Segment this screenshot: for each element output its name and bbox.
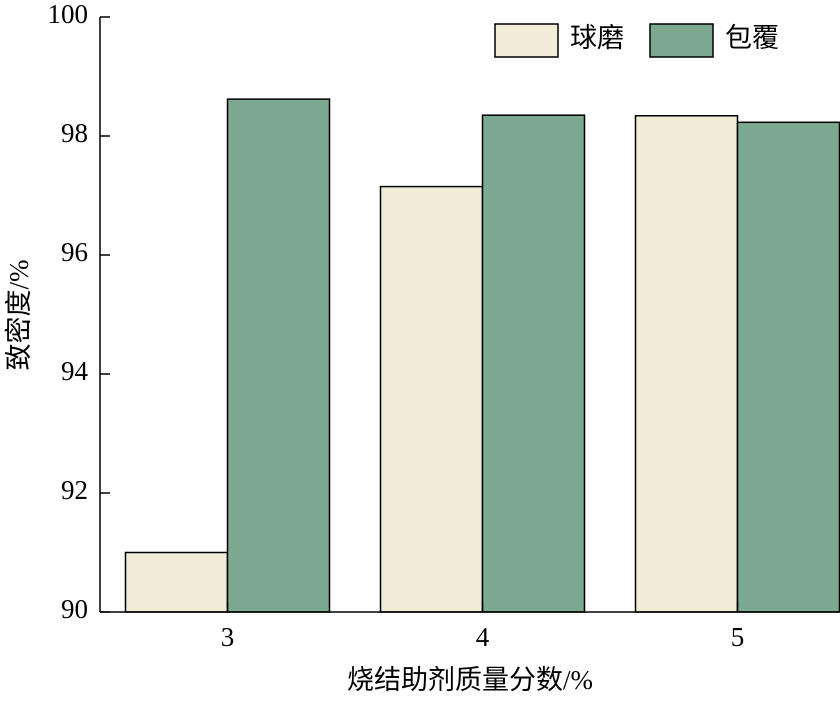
- legend-label: 球磨: [570, 23, 624, 53]
- bar: [736, 121, 840, 613]
- x-tick-label: 5: [731, 622, 745, 652]
- legend-label: 包覆: [725, 23, 779, 53]
- legend-swatch: [494, 23, 559, 58]
- bar: [481, 114, 586, 613]
- bar: [634, 115, 739, 613]
- x-tick-label: 4: [476, 622, 490, 652]
- y-tick-label: 100: [48, 0, 89, 29]
- y-tick-label: 92: [61, 475, 88, 505]
- y-tick-label: 94: [61, 356, 89, 386]
- bar: [124, 551, 229, 613]
- y-tick-label: 96: [61, 237, 88, 267]
- y-tick-label: 90: [61, 594, 88, 624]
- x-tick-label: 3: [221, 622, 235, 652]
- x-axis-label: 烧结助剂质量分数/%: [347, 665, 593, 695]
- bar: [379, 185, 484, 613]
- legend-swatch: [649, 23, 714, 58]
- y-axis-label: 致密度/%: [4, 260, 34, 371]
- y-tick-label: 98: [61, 118, 88, 148]
- bar: [226, 98, 331, 613]
